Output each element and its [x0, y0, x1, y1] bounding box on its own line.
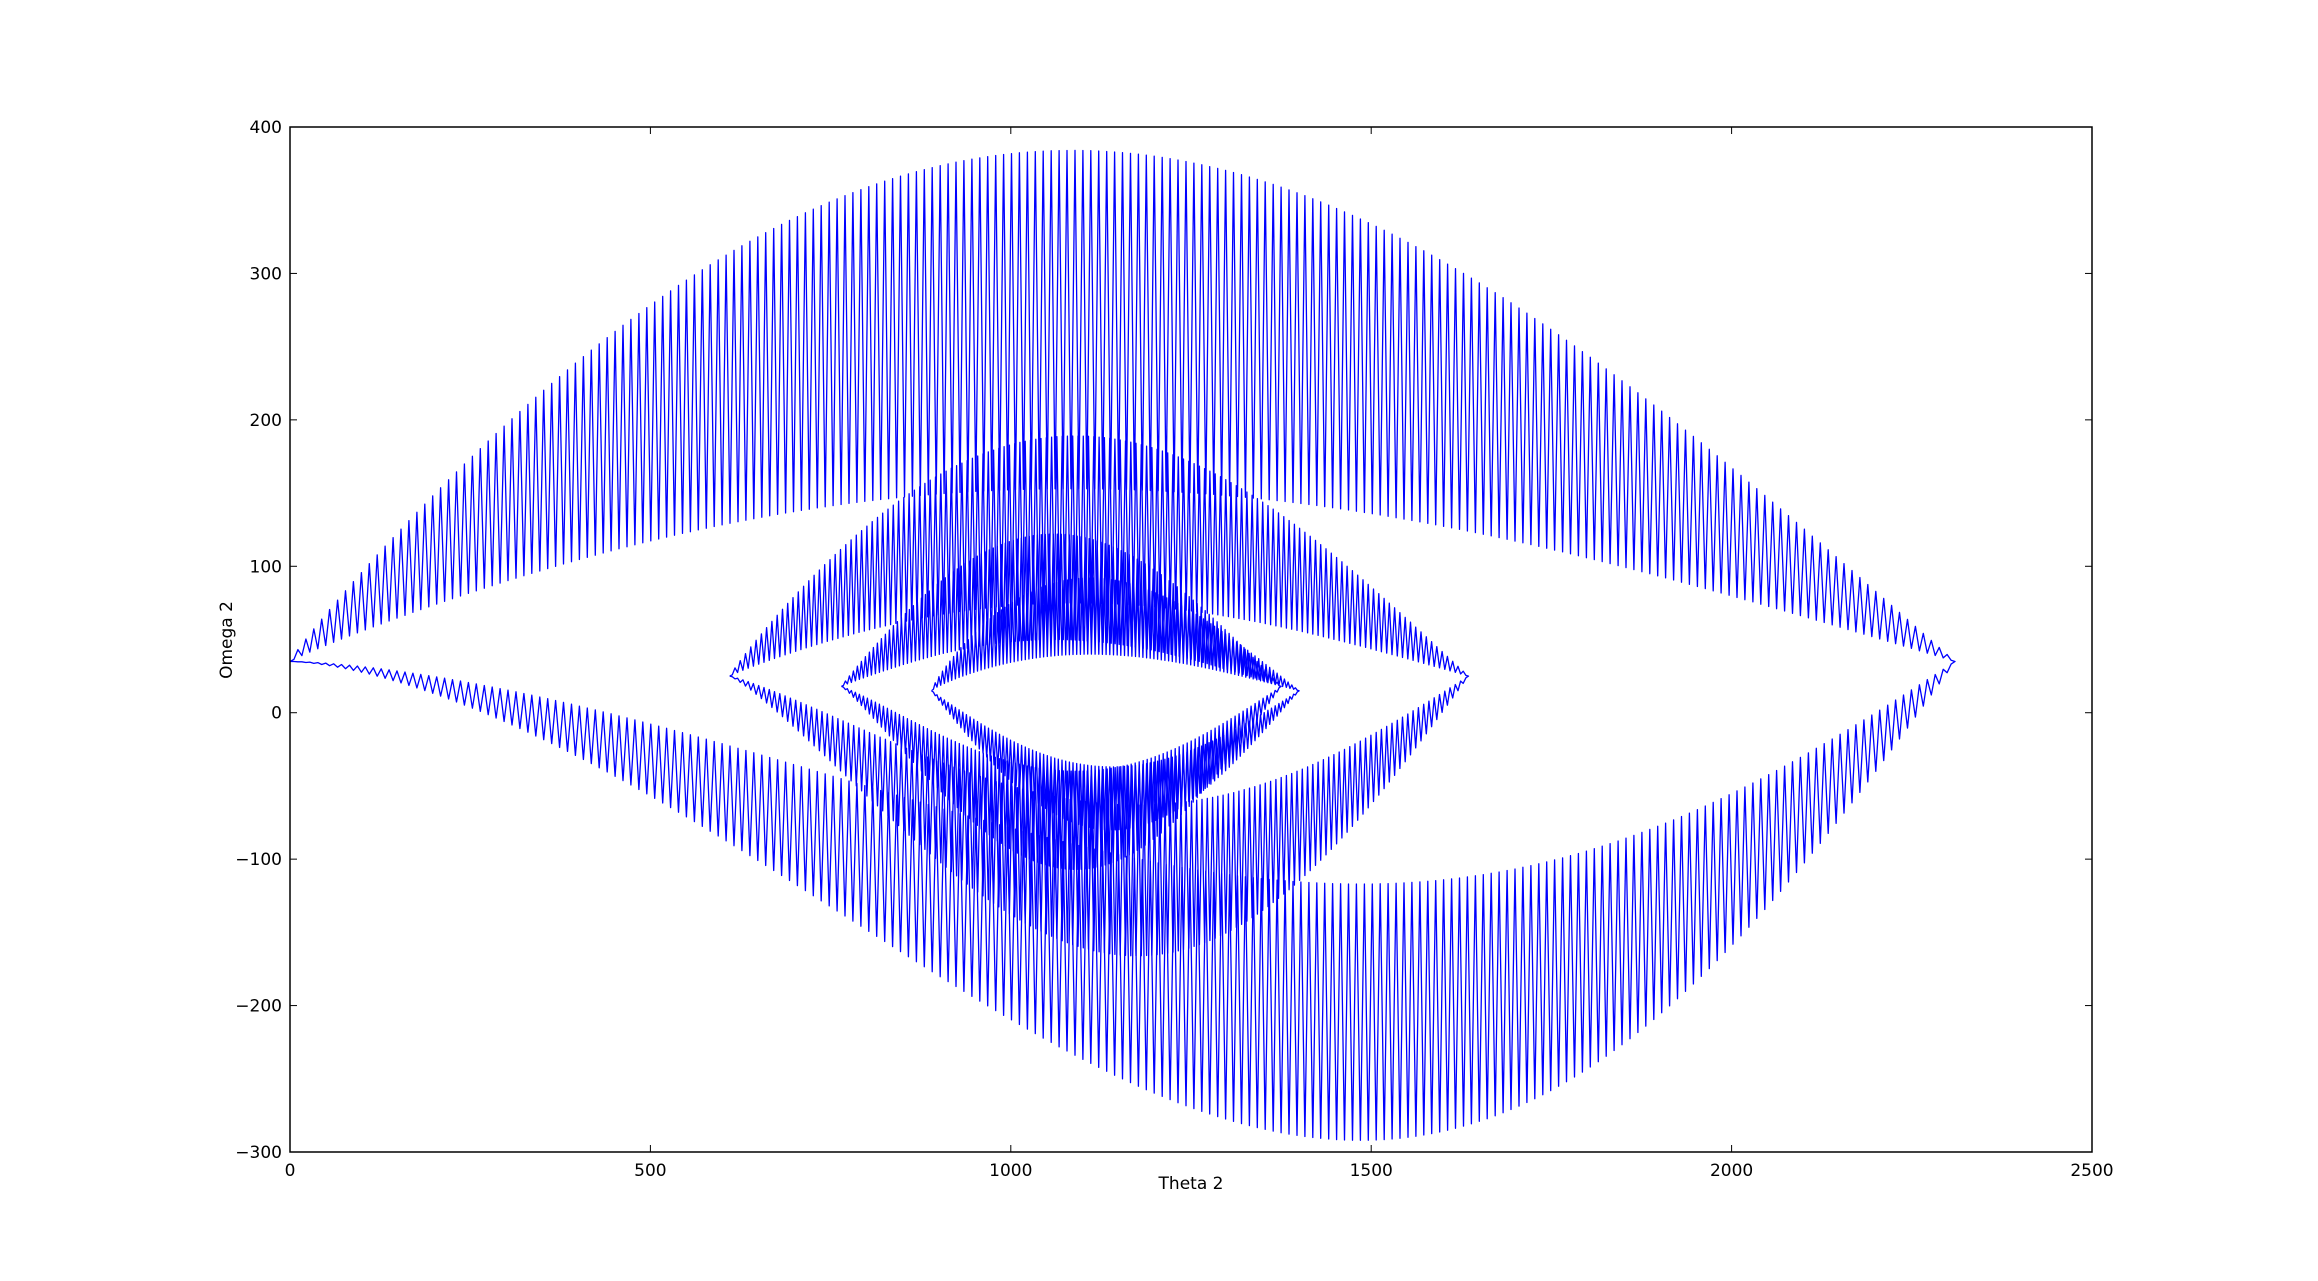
plot-area [290, 149, 1956, 1141]
x-tick-label: 500 [634, 1161, 666, 1181]
x-tick-label: 1000 [989, 1161, 1032, 1181]
y-tick-label: 300 [250, 264, 282, 284]
y-tick-label: −100 [235, 850, 282, 870]
x-tick-label: 0 [285, 1161, 296, 1181]
axes-frame [289, 126, 2093, 1153]
x-axis-label: Theta 2 [1158, 1174, 1224, 1194]
x-tick-label: 2000 [1710, 1161, 1753, 1181]
y-axis-label: Omega 2 [217, 601, 237, 679]
axis-ticks: 0 500 1000 1500 2000 2500 −300 −200 −100 0 100 200 3… [235, 118, 2113, 1181]
y-tick-label: −200 [235, 997, 282, 1017]
y-tick-label: −300 [235, 1143, 282, 1163]
trajectory-line [290, 149, 1956, 1141]
x-tick-label: 2500 [2070, 1161, 2113, 1181]
trajectory-line [931, 577, 1300, 831]
x-tick-label: 1500 [1350, 1161, 1393, 1181]
trajectory-line [841, 533, 1282, 871]
y-tick-label: 200 [250, 411, 282, 431]
trajectory-line [729, 435, 1470, 957]
y-tick-label: 400 [250, 118, 282, 138]
y-tick-label: 0 [271, 704, 282, 724]
y-tick-label: 100 [250, 557, 282, 577]
